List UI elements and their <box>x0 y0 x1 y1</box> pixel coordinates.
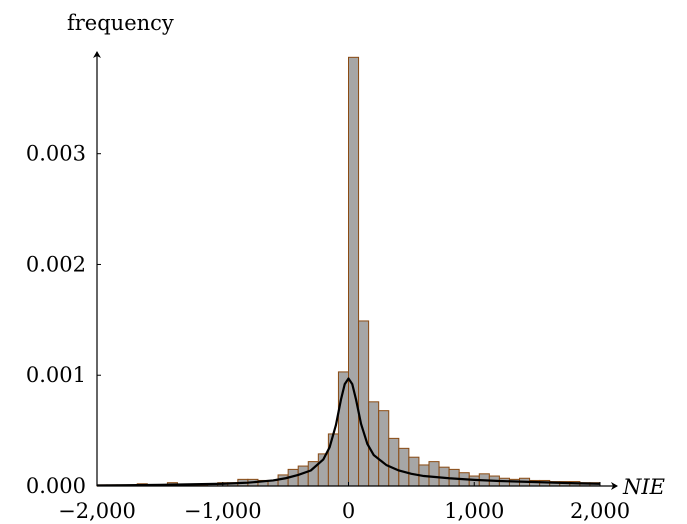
histogram-bar-27 <box>368 401 380 487</box>
histogram-bar-25 <box>348 56 360 487</box>
x-tick-label: −2,000 <box>58 499 136 523</box>
x-tick-labels: −2,000 −1,000 0 1,000 2,000 <box>58 499 630 523</box>
x-tick-label: 1,000 <box>444 499 504 523</box>
tick-marks <box>96 153 601 487</box>
y-tick-labels: 0.000 0.001 0.002 0.003 <box>26 142 86 498</box>
x-axis-label: NIE <box>622 475 665 499</box>
density-curve-layer <box>96 377 601 487</box>
y-axis-label: frequency <box>67 11 174 35</box>
x-tick-label: 2,000 <box>570 499 630 523</box>
y-tick-label: 0.002 <box>26 252 86 276</box>
histogram-bar-30 <box>398 447 410 487</box>
y-tick-label: 0.000 <box>26 474 86 498</box>
histogram-bar-31 <box>408 456 420 487</box>
histogram-bar-28 <box>378 410 390 487</box>
histogram-bar-23 <box>327 433 339 487</box>
y-tick-label: 0.001 <box>26 363 86 387</box>
histogram-bar-29 <box>388 437 400 487</box>
histogram-bar-20 <box>297 465 309 487</box>
x-tick-label: −1,000 <box>184 499 262 523</box>
histogram-bar-18 <box>277 474 289 487</box>
axes <box>93 51 618 490</box>
histogram-bar-26 <box>358 320 370 487</box>
histogram-bars <box>96 56 601 487</box>
density-curve <box>96 377 601 487</box>
x-tick-label: 0 <box>342 499 355 523</box>
y-tick-label: 0.003 <box>26 142 86 166</box>
histogram-bar-33 <box>428 461 440 487</box>
